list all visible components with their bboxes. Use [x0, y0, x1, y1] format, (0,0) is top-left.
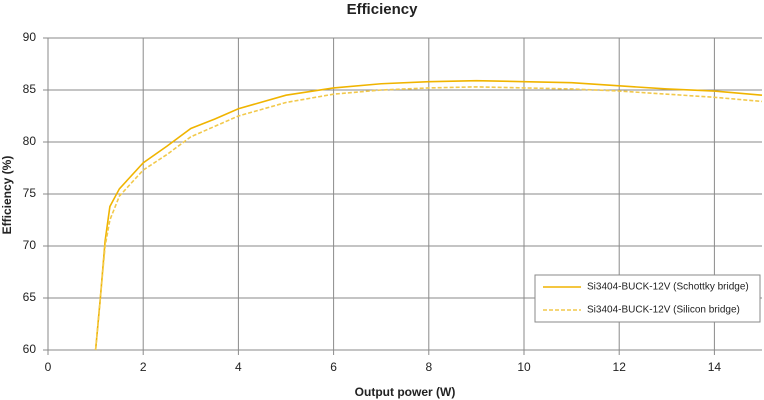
x-tick-label: 12: [613, 360, 627, 374]
y-tick-label: 60: [23, 342, 37, 356]
y-tick-label: 65: [23, 290, 37, 304]
y-tick-label: 90: [23, 30, 37, 44]
y-tick-label: 85: [23, 82, 37, 96]
x-tick-label: 10: [517, 360, 531, 374]
legend-label: Si3404-BUCK-12V (Schottky bridge): [587, 282, 749, 293]
x-tick-label: 14: [708, 360, 722, 374]
x-axis-title: Output power (W): [355, 385, 456, 399]
x-tick-label: 0: [45, 360, 52, 374]
y-tick-label: 80: [23, 134, 37, 148]
chart-title: Efficiency: [347, 1, 419, 18]
data-line: [94, 86, 763, 351]
y-tick-label: 75: [23, 186, 37, 200]
y-tick-label: 70: [23, 238, 37, 252]
x-tick-label: 2: [140, 360, 147, 374]
legend-label: Si3404-BUCK-12V (Silicon bridge): [587, 305, 740, 316]
x-tick-label: 6: [330, 360, 337, 374]
x-tick-label: 8: [425, 360, 432, 374]
data-line: [94, 79, 763, 351]
y-axis-title: Efficiency (%): [0, 156, 14, 235]
legend-box: [534, 274, 761, 323]
x-tick-label: 4: [235, 360, 242, 374]
